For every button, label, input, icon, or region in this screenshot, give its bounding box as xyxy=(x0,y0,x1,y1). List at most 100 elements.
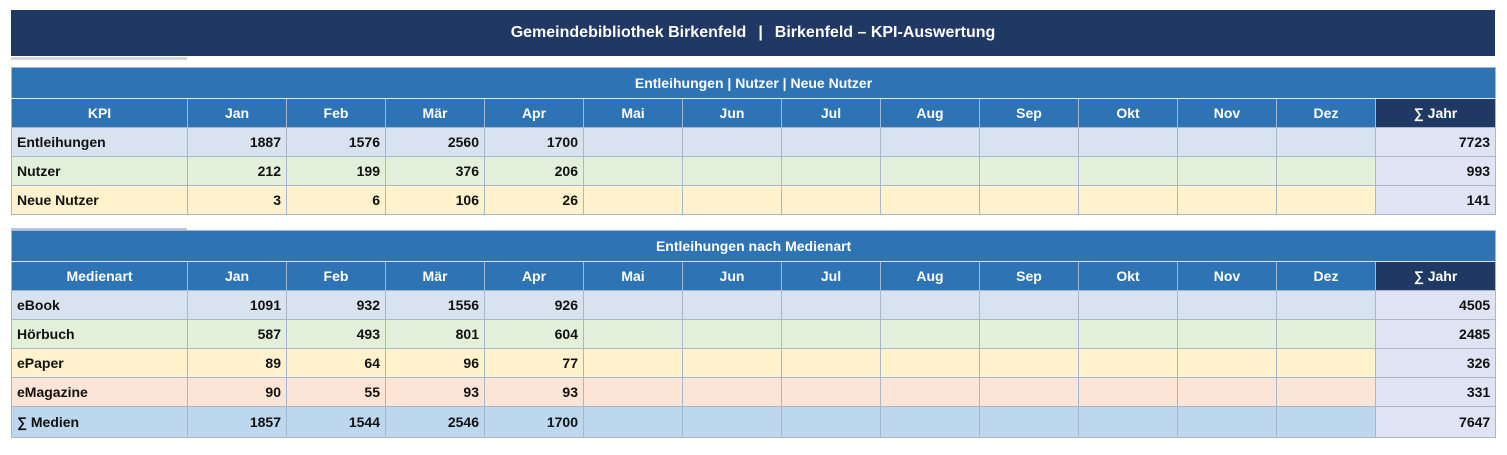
month-value-cell: 64 xyxy=(286,348,386,378)
month-header: Nov xyxy=(1177,98,1277,128)
month-header: Okt xyxy=(1078,261,1178,291)
month-header: Okt xyxy=(1078,98,1178,128)
month-value-cell: 1887 xyxy=(187,127,287,157)
kpi-table-caption: Entleihungen | Nutzer | Neue Nutzer xyxy=(10,67,1497,99)
month-value-cell xyxy=(880,377,980,407)
month-header: Sep xyxy=(979,261,1079,291)
kpi-header-row: KPI Jan Feb Mär Apr Mai Jun Jul Aug Sep Okt Nov Dez… xyxy=(11,98,1497,128)
month-value-cell xyxy=(1177,377,1277,407)
month-value-cell xyxy=(979,348,1079,378)
month-header: Mär xyxy=(385,261,485,291)
month-value-cell xyxy=(1078,377,1178,407)
table-row: Hörbuch 587 493 801 604 2485 xyxy=(11,319,1497,349)
month-value-cell: 2546 xyxy=(385,406,485,438)
month-value-cell xyxy=(583,290,683,320)
month-value-cell xyxy=(583,377,683,407)
month-value-cell xyxy=(880,348,980,378)
month-value-cell xyxy=(880,185,980,215)
month-header: Apr xyxy=(484,261,584,291)
year-total-cell: 326 xyxy=(1374,348,1497,378)
month-header: Jun xyxy=(682,261,782,291)
month-value-cell xyxy=(1078,127,1178,157)
section-divider xyxy=(11,228,187,230)
month-header: Feb xyxy=(286,261,386,291)
month-value-cell: 604 xyxy=(484,319,584,349)
month-value-cell xyxy=(880,319,980,349)
month-value-cell xyxy=(1276,377,1376,407)
row-label: ∑ Medien xyxy=(11,406,188,438)
month-value-cell xyxy=(781,127,881,157)
month-value-cell: 77 xyxy=(484,348,584,378)
month-header: Jan xyxy=(187,98,287,128)
month-value-cell xyxy=(1078,185,1178,215)
month-value-cell xyxy=(781,185,881,215)
month-value-cell xyxy=(1177,406,1277,438)
month-value-cell xyxy=(781,348,881,378)
month-value-cell xyxy=(1276,406,1376,438)
month-value-cell xyxy=(583,127,683,157)
month-value-cell xyxy=(682,127,782,157)
month-value-cell xyxy=(979,377,1079,407)
month-value-cell xyxy=(682,406,782,438)
year-total-cell: 141 xyxy=(1374,185,1497,215)
month-value-cell: 55 xyxy=(286,377,386,407)
month-value-cell: 1700 xyxy=(484,406,584,438)
month-value-cell: 1544 xyxy=(286,406,386,438)
table-row: eBook 1091 932 1556 926 4505 xyxy=(11,290,1497,320)
month-value-cell xyxy=(979,127,1079,157)
month-header: Aug xyxy=(880,98,980,128)
table-row: ePaper 89 64 96 77 326 xyxy=(11,348,1497,378)
month-value-cell xyxy=(979,319,1079,349)
month-value-cell: 96 xyxy=(385,348,485,378)
month-value-cell xyxy=(1078,319,1178,349)
month-header: Jul xyxy=(781,98,881,128)
month-value-cell xyxy=(583,406,683,438)
month-value-cell xyxy=(1078,290,1178,320)
month-value-cell xyxy=(1078,406,1178,438)
month-value-cell: 106 xyxy=(385,185,485,215)
month-header: Jul xyxy=(781,261,881,291)
month-header: Mär xyxy=(385,98,485,128)
month-value-cell xyxy=(583,156,683,186)
month-value-cell: 93 xyxy=(385,377,485,407)
month-value-cell xyxy=(1177,319,1277,349)
month-value-cell: 3 xyxy=(187,185,287,215)
table-row: Neue Nutzer 3 6 106 26 141 xyxy=(11,185,1497,215)
table-row: ∑ Medien 1857 1544 2546 1700 7647 xyxy=(11,406,1497,438)
year-total-cell: 2485 xyxy=(1374,319,1497,349)
month-header: Dez xyxy=(1276,98,1376,128)
media-table-caption: Entleihungen nach Medienart xyxy=(10,230,1497,262)
library-name: Gemeindebibliothek Birkenfeld xyxy=(510,24,747,41)
month-value-cell xyxy=(682,185,782,215)
month-value-cell: 212 xyxy=(187,156,287,186)
report-subtitle: Birkenfeld – KPI-Auswertung xyxy=(774,24,996,41)
month-value-cell: 6 xyxy=(286,185,386,215)
month-value-cell xyxy=(1276,290,1376,320)
month-value-cell xyxy=(880,127,980,157)
month-value-cell: 493 xyxy=(286,319,386,349)
month-value-cell: 1700 xyxy=(484,127,584,157)
month-value-cell xyxy=(1078,156,1178,186)
month-value-cell xyxy=(979,290,1079,320)
row-label: Neue Nutzer xyxy=(11,185,188,215)
year-sum-header: ∑ Jahr xyxy=(1374,98,1497,128)
kpi-table: Entleihungen | Nutzer | Neue Nutzer KPI … xyxy=(10,67,1497,215)
month-value-cell xyxy=(979,406,1079,438)
month-value-cell xyxy=(781,377,881,407)
month-header: Mai xyxy=(583,98,683,128)
row-label: Entleihungen xyxy=(11,127,188,157)
media-table: Entleihungen nach Medienart Medienart Ja… xyxy=(10,230,1497,438)
month-value-cell xyxy=(781,406,881,438)
year-total-cell: 7723 xyxy=(1374,127,1497,157)
month-value-cell xyxy=(781,319,881,349)
month-header: Sep xyxy=(979,98,1079,128)
year-total-cell: 7647 xyxy=(1374,406,1497,438)
month-value-cell xyxy=(1276,348,1376,378)
month-value-cell: 90 xyxy=(187,377,287,407)
month-value-cell xyxy=(1276,185,1376,215)
month-header: Mai xyxy=(583,261,683,291)
month-value-cell xyxy=(1177,156,1277,186)
year-total-cell: 4505 xyxy=(1374,290,1497,320)
table-row: eMagazine 90 55 93 93 331 xyxy=(11,377,1497,407)
month-value-cell: 1556 xyxy=(385,290,485,320)
